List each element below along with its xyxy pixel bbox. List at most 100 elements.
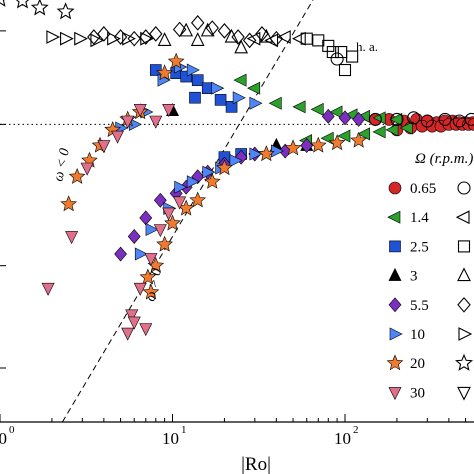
data-point	[338, 63, 352, 77]
data-point	[15, 0, 30, 9]
legend-marker-filled	[389, 327, 403, 341]
data-point	[249, 147, 263, 161]
data-point	[65, 231, 79, 245]
series-h-circle	[330, 52, 474, 128]
data-point	[242, 32, 257, 49]
data-point	[153, 224, 167, 238]
data-point	[328, 134, 346, 151]
legend: Ω (r.p.m.) 0.65 1.4 2.5 3 5.5 10 20 30	[386, 151, 473, 401]
data-point	[291, 31, 306, 46]
series-h-square	[300, 32, 359, 77]
svg-text:10: 10	[162, 429, 179, 448]
data-point	[149, 115, 163, 129]
x-axis-label: |Ro|	[241, 454, 271, 474]
data-point	[258, 145, 275, 162]
legend-marker-hollow	[457, 386, 471, 401]
data-point	[284, 139, 302, 156]
data-point	[173, 196, 187, 210]
data-point	[292, 100, 306, 114]
legend-marker-hollow	[457, 296, 471, 313]
data-point	[139, 210, 153, 226]
data-point	[438, 112, 452, 126]
data-point	[189, 91, 201, 104]
data-point	[127, 229, 141, 244]
series-tri-left	[233, 73, 413, 148]
legend-label: 1.4	[410, 210, 429, 226]
legend-marker-filled	[388, 387, 402, 401]
data-point	[174, 180, 188, 194]
data-point	[142, 283, 160, 300]
legend-label: 5.5	[410, 298, 429, 314]
legend-marker-hollow	[457, 240, 471, 253]
data-point	[80, 162, 94, 176]
svg-text:10: 10	[0, 429, 7, 448]
data-point	[107, 31, 121, 46]
data-point	[60, 195, 77, 212]
data-point	[249, 96, 263, 110]
data-point	[189, 191, 207, 208]
data-point	[368, 112, 382, 126]
data-point	[139, 323, 153, 337]
legend-marker-filled	[389, 240, 401, 253]
data-point	[203, 172, 221, 189]
series-h-tri-right	[46, 30, 155, 48]
data-point	[300, 32, 313, 45]
data-point	[30, 0, 49, 16]
legend-marker-hollow	[457, 267, 471, 282]
legend-label: 30	[410, 385, 425, 401]
data-point	[144, 253, 158, 267]
data-point	[139, 268, 157, 285]
legend-label: 3	[410, 269, 418, 285]
legend-marker-filled	[388, 267, 402, 281]
data-point	[156, 64, 173, 81]
plot-area	[0, 0, 474, 423]
data-point	[310, 102, 324, 116]
data-point	[389, 112, 403, 126]
data-point	[202, 165, 216, 179]
annotation-ha: h. a.	[356, 39, 378, 54]
legend-entry-1.4: 1.4	[387, 210, 470, 226]
legend-entry-30: 30	[388, 385, 471, 401]
data-point	[122, 31, 136, 46]
series-diamond	[114, 108, 366, 262]
svg-text:0: 0	[9, 424, 15, 436]
data-point	[312, 34, 325, 47]
data-point	[0, 0, 6, 7]
legend-marker-filled	[388, 297, 402, 313]
data-point	[46, 30, 61, 44]
legend-entry-5.5: 5.5	[388, 296, 471, 314]
data-point	[346, 50, 359, 63]
data-point	[97, 140, 111, 154]
data-point	[179, 22, 194, 37]
data-point	[211, 81, 225, 95]
data-point	[111, 130, 124, 144]
data-point	[113, 29, 128, 45]
data-point	[68, 167, 86, 184]
data-point	[390, 112, 404, 126]
data-point	[90, 33, 105, 48]
data-point	[372, 125, 386, 139]
legend-label: 10	[410, 327, 425, 343]
data-point	[56, 2, 75, 20]
data-point	[268, 96, 282, 110]
data-point	[247, 81, 261, 95]
data-point	[162, 104, 176, 118]
data-point	[271, 144, 285, 158]
data-point	[234, 39, 249, 54]
data-point	[156, 235, 173, 252]
legend-marker-filled	[386, 354, 404, 371]
data-point	[350, 131, 368, 148]
data-point	[329, 105, 343, 119]
data-point	[74, 31, 88, 46]
legend-entry-20: 20	[386, 353, 473, 372]
legend-entry-10: 10	[389, 327, 473, 343]
data-point	[172, 21, 187, 38]
data-point	[149, 26, 163, 42]
data-point	[186, 63, 200, 77]
legend-marker-hollow	[455, 353, 473, 371]
data-point	[140, 31, 155, 46]
data-point	[127, 316, 141, 330]
data-point	[121, 115, 135, 129]
data-point	[385, 123, 399, 137]
data-point	[200, 22, 215, 37]
